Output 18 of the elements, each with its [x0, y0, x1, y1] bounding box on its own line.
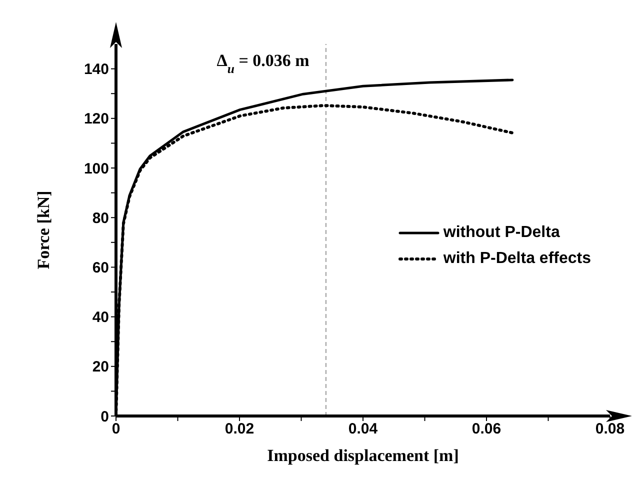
y-tick-label: 0 — [100, 408, 109, 426]
x-tick-label: 0.04 — [348, 420, 378, 438]
y-tick-label: 140 — [84, 61, 109, 78]
x-tick-label: 0 — [112, 420, 120, 438]
y-tick-label: 80 — [92, 210, 109, 227]
x-tick-label: 0.08 — [595, 420, 625, 438]
y-tick-label: 60 — [92, 260, 109, 277]
x-axis-title: Imposed displacement [m] — [267, 446, 459, 465]
y-axis-title: Force [kN] — [34, 190, 54, 270]
y-tick-label: 120 — [84, 110, 109, 128]
legend-label: with P-Delta effects — [443, 249, 591, 269]
y-tick-label: 20 — [92, 358, 109, 376]
annotation: Δ$_{u}$ = 0.036 m — [216, 51, 310, 76]
x-tick-label: 0.06 — [472, 420, 502, 438]
x-tick-label: 0.02 — [224, 420, 254, 438]
y-tick-label: 40 — [92, 309, 109, 326]
y-tick-label: 100 — [84, 160, 109, 178]
legend-label: without P-Delta — [443, 223, 560, 243]
